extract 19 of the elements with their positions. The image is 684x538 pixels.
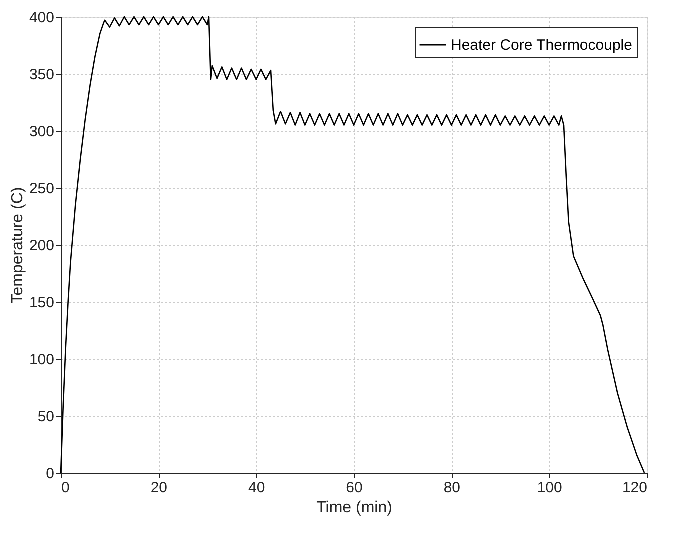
x-tick-label: 40 — [248, 480, 266, 496]
y-tick-label: 50 — [38, 408, 54, 426]
y-axis-title: Temperature (C) — [9, 187, 26, 304]
x-tick-label: 100 — [537, 480, 562, 496]
y-tick-label: 300 — [29, 124, 54, 140]
y-tick-label: 0 — [46, 466, 54, 482]
y-tick-label: 150 — [29, 294, 54, 312]
y-tick-label: 250 — [29, 180, 54, 198]
x-tick-label: 0 — [62, 480, 70, 496]
x-tick-label: 80 — [444, 480, 461, 496]
y-tick-label: 100 — [29, 352, 54, 368]
x-tick-label: 120 — [622, 480, 648, 496]
y-tick-label: 200 — [29, 238, 54, 254]
x-tick-label: 60 — [346, 480, 363, 496]
x-tick-label: 20 — [150, 480, 168, 496]
x-axis-title: Time (min) — [316, 500, 392, 516]
y-tick-label: 350 — [29, 66, 54, 84]
y-tick-label: 400 — [29, 10, 54, 26]
legend-label: Heater Core Thermocouple — [451, 37, 632, 54]
